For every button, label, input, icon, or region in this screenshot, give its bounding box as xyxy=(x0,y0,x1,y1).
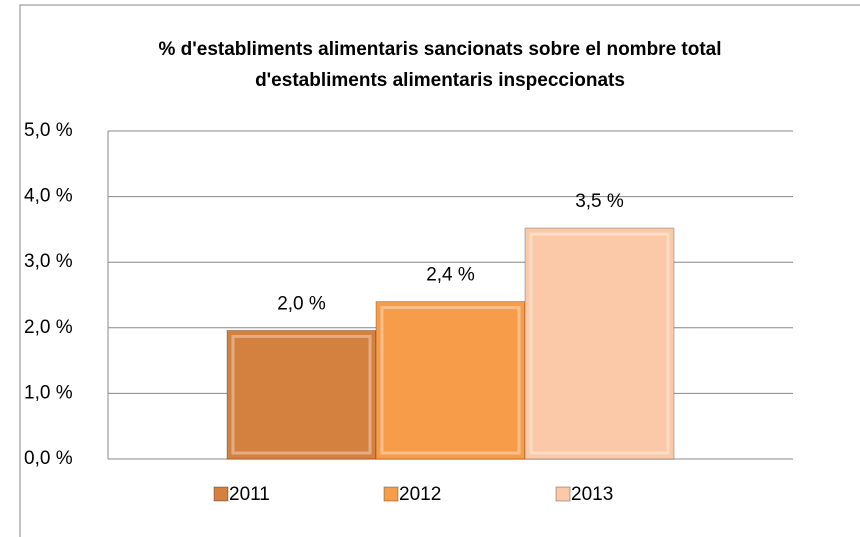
y-tick-label: 1,0 % xyxy=(24,382,73,403)
data-label: 2,4 % xyxy=(426,265,475,286)
y-tick-label: 4,0 % xyxy=(24,186,73,207)
legend-label: 2012 xyxy=(399,484,441,505)
data-label: 3,5 % xyxy=(575,191,624,212)
legend-label: 2011 xyxy=(229,484,270,505)
bar xyxy=(375,301,526,460)
legend-label: 2013 xyxy=(571,484,613,505)
y-tick-label: 0,0 % xyxy=(24,448,73,469)
legend-swatch xyxy=(383,486,399,502)
y-tick-label: 2,0 % xyxy=(24,317,73,338)
data-label: 2,0 % xyxy=(277,293,326,314)
bar xyxy=(524,227,675,460)
legend-swatch xyxy=(555,486,571,502)
y-tick-label: 3,0 % xyxy=(24,251,73,272)
bar-bevel xyxy=(231,334,372,455)
y-tick-label: 5,0 % xyxy=(24,120,73,141)
bar-bevel xyxy=(529,232,670,455)
bar-bevel xyxy=(380,306,521,455)
chart-title: % d'establiments alimentaris sancionats … xyxy=(158,39,722,91)
bar xyxy=(226,329,377,460)
legend-swatch xyxy=(213,486,229,502)
